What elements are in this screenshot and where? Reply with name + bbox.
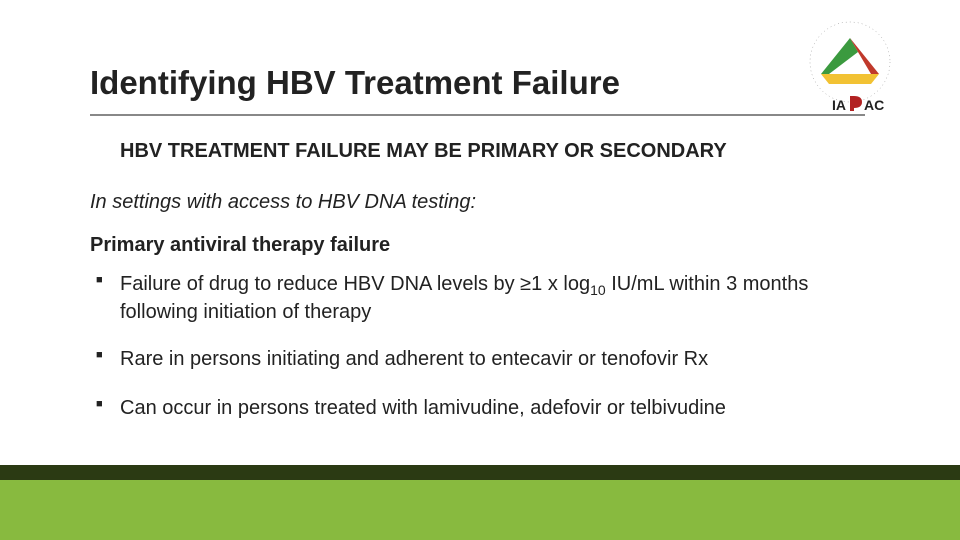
slide: IA AC Identifying HBV Treatment Failure … bbox=[0, 0, 960, 540]
slide-subtitle: HBV TREATMENT FAILURE MAY BE PRIMARY OR … bbox=[120, 140, 727, 163]
bullet-text-pre: Can occur in persons treated with lamivu… bbox=[120, 397, 726, 419]
bullet-text-pre: Rare in persons initiating and adherent … bbox=[120, 348, 708, 370]
hub-logo-icon: IA AC bbox=[780, 18, 920, 116]
section-heading: Primary antiviral therapy failure bbox=[90, 233, 880, 258]
list-item: Rare in persons initiating and adherent … bbox=[90, 347, 880, 375]
svg-text:AC: AC bbox=[864, 97, 884, 113]
list-item: Can occur in persons treated with lamivu… bbox=[90, 396, 880, 424]
context-line: In settings with access to HBV DNA testi… bbox=[90, 190, 880, 215]
slide-title: Identifying HBV Treatment Failure bbox=[90, 64, 760, 102]
footer-band-light bbox=[0, 480, 960, 540]
bullet-subscript: 10 bbox=[590, 282, 606, 298]
title-underline bbox=[90, 114, 865, 116]
title-region: Identifying HBV Treatment Failure bbox=[90, 64, 760, 102]
list-item: Failure of drug to reduce HBV DNA levels… bbox=[90, 272, 880, 325]
svg-text:IA: IA bbox=[832, 97, 846, 113]
bullet-text-pre: Failure of drug to reduce HBV DNA levels… bbox=[120, 273, 590, 295]
bullet-list: Failure of drug to reduce HBV DNA levels… bbox=[90, 272, 880, 424]
logo-block: IA AC bbox=[780, 18, 920, 116]
slide-body: In settings with access to HBV DNA testi… bbox=[90, 190, 880, 446]
